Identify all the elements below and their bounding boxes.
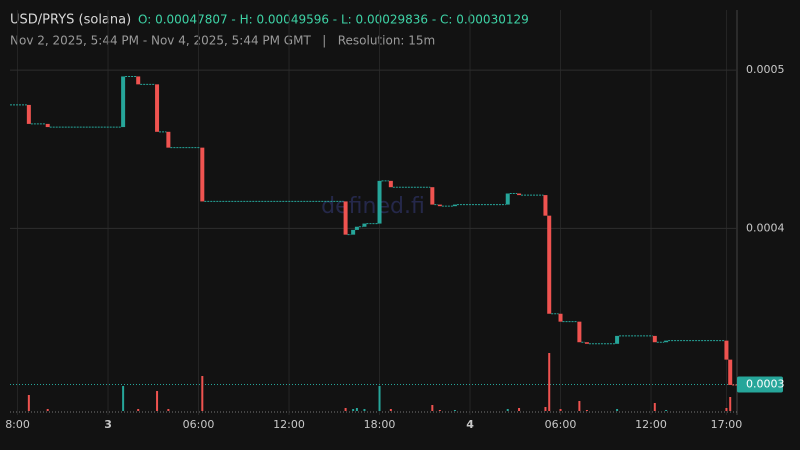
candle-body (26, 104, 31, 124)
volume-bar (578, 401, 581, 411)
candle-body (388, 180, 393, 188)
candle-body (652, 335, 657, 343)
candle-body (547, 215, 552, 314)
candle-body (728, 359, 733, 385)
last-price-tag (737, 376, 783, 393)
candle-body (351, 229, 356, 235)
volume-bar (344, 408, 347, 411)
volume-bar (378, 386, 381, 411)
candle-body (505, 193, 510, 205)
candle-body (615, 335, 620, 344)
volume-bar (506, 409, 509, 411)
candle-body (558, 313, 563, 322)
candle-body (430, 187, 435, 205)
volume-bar (389, 409, 392, 411)
volume-bar (665, 410, 668, 411)
candle-body (517, 193, 522, 196)
candle-body (724, 340, 729, 360)
volume-bar (122, 386, 125, 411)
volume-bar (548, 353, 551, 411)
candle-body (664, 340, 669, 343)
candle-body (543, 195, 548, 216)
volume-bar (156, 391, 159, 411)
chart-title: USD/PRYS (solana) (10, 13, 131, 28)
volume-bar (352, 409, 355, 411)
candle-body (200, 147, 205, 202)
subtitle: Nov 2, 2025, 5:44 PM - Nov 4, 2025, 5:44… (10, 34, 435, 48)
candle-body (155, 84, 160, 132)
volume-bar (355, 408, 358, 411)
x-tick-label: 06:00 (545, 418, 577, 431)
x-tick-label: 3 (104, 418, 112, 431)
candle-body (452, 204, 457, 207)
candle-body (121, 76, 126, 128)
candle-body (377, 180, 382, 224)
volume-bar (453, 410, 456, 411)
candle-body (45, 123, 50, 128)
x-tick-label: 12:00 (635, 418, 667, 431)
volume-bar (559, 409, 562, 411)
candle-body (136, 76, 141, 85)
volume-bar (725, 408, 728, 411)
volume-bar (653, 403, 656, 411)
candle-body (584, 342, 589, 344)
candle-body (354, 226, 359, 230)
volume-bar (438, 410, 441, 411)
volume-bar (616, 409, 619, 411)
volume-bar (518, 408, 521, 411)
volume-bar (27, 395, 30, 411)
y-tick-label: 0.0004 (746, 221, 785, 234)
y-tick-label: 0.0005 (746, 63, 785, 76)
volume-bar (167, 409, 170, 411)
candle-body (166, 131, 171, 148)
candle-body (577, 321, 582, 343)
volume-bar (431, 405, 434, 411)
watermark: defined.fi (321, 194, 425, 219)
volume-bar (729, 397, 732, 411)
volume-bar (585, 410, 588, 411)
candle-body (437, 204, 442, 207)
x-tick-label: 8:00 (5, 418, 30, 431)
x-tick-label: 4 (466, 418, 474, 431)
x-tick-label: 17:00 (711, 418, 743, 431)
x-tick-label: 12:00 (273, 418, 305, 431)
ohlc-text: O: 0.00047807 - H: 0.00049596 - L: 0.000… (138, 13, 529, 27)
last-price-label: 0.0003 (746, 377, 785, 390)
candle-body (343, 201, 348, 235)
volume-bar (544, 407, 547, 411)
volume-bar (363, 409, 366, 411)
volume-bar (46, 409, 49, 411)
x-tick-label: 18:00 (364, 418, 396, 431)
x-tick-label: 06:00 (183, 418, 215, 431)
volume-bar (201, 376, 204, 411)
candle-body (362, 223, 367, 227)
volume-bar (137, 409, 140, 411)
